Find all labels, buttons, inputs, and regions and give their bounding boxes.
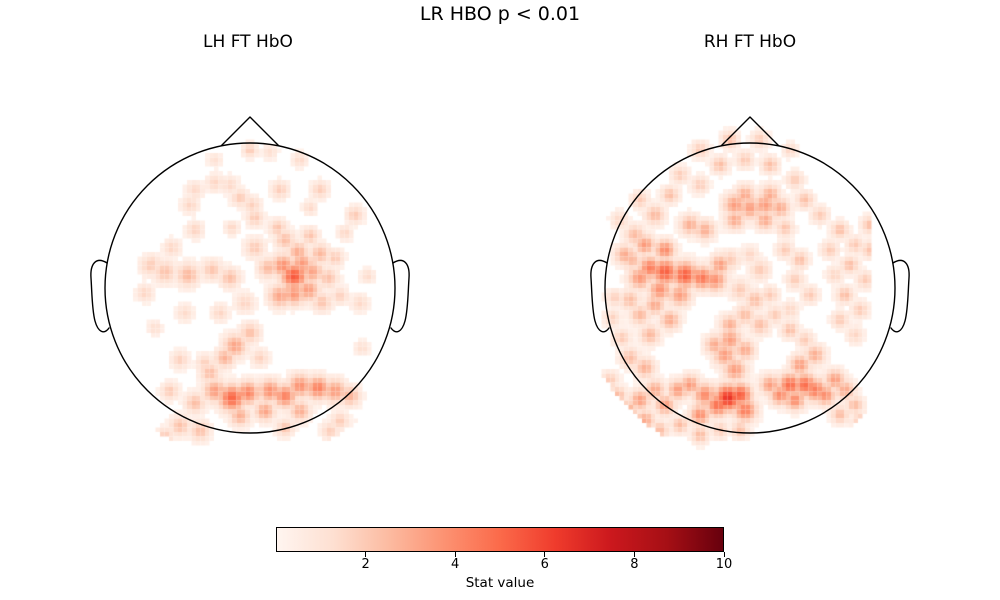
colorbar-tick-label: 2	[361, 557, 370, 572]
colorbar-tick	[454, 552, 456, 557]
nose-outline	[220, 116, 280, 147]
colorbar	[276, 527, 724, 552]
right-ear-outline	[390, 259, 410, 333]
topomap-heatmap-lh	[70, 108, 430, 468]
panel-title-rh: RH FT HbO	[703, 32, 797, 52]
topomap-panel-rh	[570, 108, 930, 468]
colorbar-tick	[365, 552, 367, 557]
head-circle	[104, 142, 396, 434]
colorbar-tick	[544, 552, 546, 557]
colorbar-tick-label: 4	[451, 557, 460, 572]
head-circle	[604, 142, 896, 434]
left-ear-outline	[90, 259, 110, 333]
left-ear-outline	[590, 259, 610, 333]
head-outline-lh	[90, 116, 410, 434]
head-outline-rh	[590, 116, 910, 434]
figure-title: LR HBO p < 0.01	[419, 3, 581, 25]
colorbar-tick	[723, 552, 725, 557]
colorbar-tick	[633, 552, 635, 557]
right-ear-outline	[890, 259, 910, 333]
nose-outline	[720, 116, 780, 147]
panel-title-lh: LH FT HbO	[203, 32, 293, 52]
topomap-heatmap-rh	[570, 108, 930, 468]
colorbar-tick-label: 8	[630, 557, 639, 572]
colorbar-tick-label: 10	[715, 557, 733, 572]
topomap-panel-lh	[70, 108, 430, 468]
colorbar-tick-label: 6	[540, 557, 549, 572]
colorbar-label: Stat value	[465, 575, 535, 591]
